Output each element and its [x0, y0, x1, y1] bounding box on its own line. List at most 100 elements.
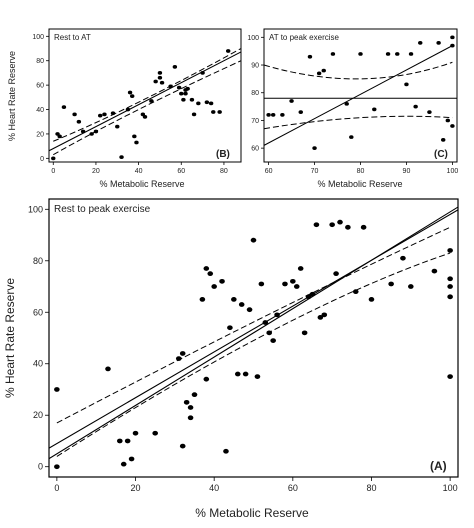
data-point — [254, 374, 261, 379]
panel-c-regression — [264, 45, 457, 146]
data-point — [413, 104, 418, 109]
x-tick-label: 90 — [403, 168, 411, 175]
regression-line — [264, 45, 453, 146]
data-point — [185, 86, 190, 91]
data-point — [427, 110, 432, 114]
data-point — [159, 80, 165, 85]
data-point — [200, 71, 205, 75]
data-point — [388, 281, 394, 287]
panel-c-ticks: 60 70 80 90 100 60 70 80 90 100 — [247, 35, 458, 175]
data-point — [368, 297, 375, 302]
panel-a-xlabel: % Metabolic Reserve — [195, 506, 309, 520]
data-point — [153, 79, 158, 84]
data-point — [445, 118, 451, 123]
y-tick-label: 70 — [251, 118, 259, 125]
panel-c-frame — [263, 28, 458, 163]
data-point — [316, 71, 322, 76]
data-point — [282, 281, 288, 287]
data-point — [447, 284, 453, 289]
x-tick-label: 60 — [265, 168, 273, 175]
y-tick-label: 100 — [247, 35, 259, 42]
data-point — [181, 97, 186, 102]
data-point — [385, 52, 391, 56]
x-tick-label: 80 — [357, 168, 365, 175]
data-point — [337, 219, 343, 225]
x-tick-label: 70 — [311, 168, 319, 175]
data-point — [89, 132, 94, 136]
y-tick-label: 20 — [36, 131, 44, 138]
ci-upper-line — [56, 226, 451, 424]
panel-b-xlabel: % Metabolic Reserve — [99, 179, 184, 189]
data-point — [196, 101, 201, 106]
panel-a-frame — [48, 198, 459, 478]
y-tick-label: 100 — [28, 204, 43, 214]
data-point — [358, 52, 363, 56]
data-point — [98, 113, 103, 118]
data-point — [289, 99, 294, 103]
data-point — [313, 222, 320, 228]
x-tick-label: 0 — [54, 483, 59, 493]
data-point — [179, 91, 184, 96]
data-point — [57, 134, 62, 139]
data-point — [418, 40, 423, 45]
x-tick-label: 80 — [220, 168, 228, 175]
y-tick-label: 0 — [40, 156, 44, 163]
data-point — [179, 443, 186, 449]
panel-b-regression — [49, 48, 241, 156]
data-point — [345, 224, 351, 230]
data-point — [191, 112, 197, 117]
data-point — [330, 52, 336, 56]
data-point — [105, 366, 111, 372]
data-point — [270, 338, 276, 343]
data-point — [333, 271, 339, 277]
data-point — [242, 371, 249, 377]
ci-lower-line — [56, 252, 451, 457]
ci-lower-line — [53, 60, 241, 156]
data-point — [227, 325, 233, 331]
y-tick-label: 0 — [38, 462, 43, 472]
data-point — [270, 113, 276, 117]
panel-b-points — [51, 49, 231, 161]
data-point — [152, 430, 158, 436]
data-point — [349, 135, 354, 139]
data-point — [293, 284, 300, 289]
data-point — [312, 146, 317, 151]
y-tick-label: 80 — [36, 58, 44, 65]
data-point — [142, 114, 148, 119]
panel-a: Rest to peak exercise (A) % Metabolic Re… — [3, 198, 459, 520]
data-point — [217, 110, 222, 114]
data-point — [246, 307, 253, 313]
data-point — [305, 294, 312, 300]
data-point — [191, 392, 198, 398]
data-point — [395, 52, 400, 56]
data-point — [317, 315, 324, 320]
data-point — [204, 100, 210, 105]
data-point — [360, 224, 367, 230]
data-point — [450, 35, 455, 40]
data-point — [208, 101, 214, 106]
data-point — [436, 40, 441, 45]
data-point — [274, 312, 280, 318]
panel-b-letter: (B) — [216, 149, 230, 160]
data-point — [110, 111, 116, 116]
data-point — [116, 438, 123, 444]
data-point — [301, 330, 308, 336]
data-point — [309, 291, 316, 297]
data-point — [211, 110, 216, 114]
data-point — [447, 276, 453, 282]
data-point — [175, 356, 182, 361]
data-point — [450, 43, 455, 48]
data-point — [172, 64, 178, 69]
data-point — [266, 330, 273, 336]
data-point — [307, 54, 313, 59]
data-point — [352, 289, 359, 295]
data-point — [258, 281, 265, 287]
data-point — [76, 119, 82, 124]
data-point — [127, 90, 133, 95]
data-point — [179, 351, 186, 356]
data-point — [168, 84, 173, 89]
data-point — [54, 464, 60, 470]
x-tick-label: 100 — [447, 168, 459, 175]
x-tick-label: 40 — [135, 168, 143, 175]
